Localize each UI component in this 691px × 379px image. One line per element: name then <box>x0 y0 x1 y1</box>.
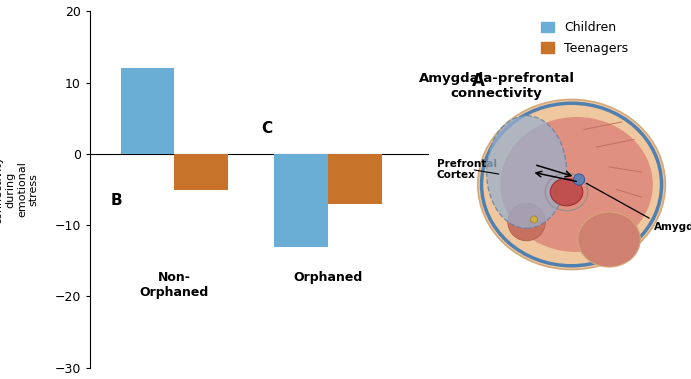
Bar <box>274 154 328 246</box>
Ellipse shape <box>574 174 585 185</box>
Text: C: C <box>261 121 272 136</box>
Text: A: A <box>471 72 484 90</box>
Ellipse shape <box>550 178 583 206</box>
Text: Amygdala-prefrontal
connectivity: Amygdala-prefrontal connectivity <box>419 72 574 100</box>
Bar <box>174 154 228 190</box>
Text: Prefrontal
Cortex: Prefrontal Cortex <box>437 159 497 180</box>
Bar <box>328 154 382 204</box>
Bar <box>121 68 174 154</box>
Ellipse shape <box>500 117 653 252</box>
Ellipse shape <box>508 203 545 241</box>
Text: B: B <box>110 193 122 208</box>
Ellipse shape <box>486 116 567 228</box>
Text: Non-
Orphaned: Non- Orphaned <box>140 271 209 299</box>
Legend: Children, Teenagers: Children, Teenagers <box>538 17 632 59</box>
Text: Amygdala: Amygdala <box>654 222 691 232</box>
Ellipse shape <box>531 216 538 223</box>
Ellipse shape <box>578 212 641 267</box>
Y-axis label: Level of
amygdala-
prefrontal
connectivity
during
emotional
stress: Level of amygdala- prefrontal connectivi… <box>0 155 39 224</box>
Ellipse shape <box>477 99 665 269</box>
Text: Orphaned: Orphaned <box>294 271 363 285</box>
